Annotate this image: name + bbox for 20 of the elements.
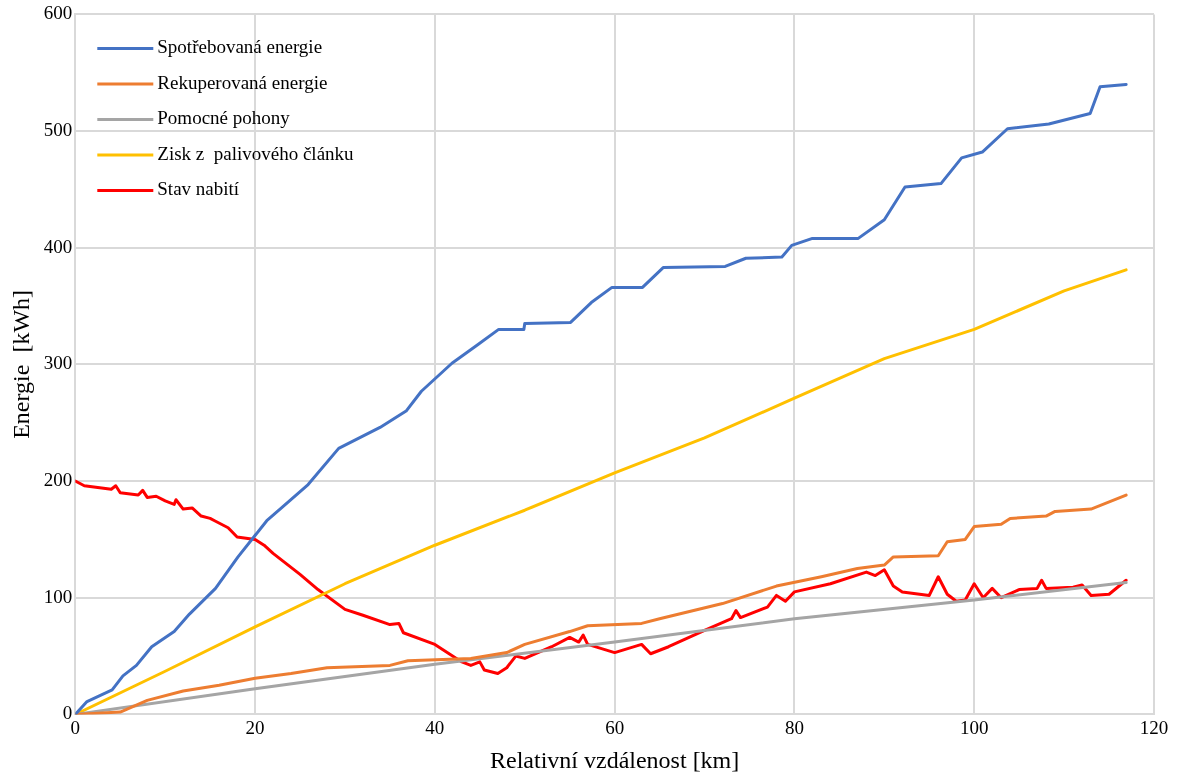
x-tick-label: 20 <box>245 716 265 738</box>
y-tick-label: 100 <box>43 585 73 607</box>
x-tick-label: 60 <box>605 716 625 738</box>
y-tick-label: 0 <box>62 702 73 724</box>
x-tick-label: 80 <box>784 716 804 738</box>
x-tick-label: 100 <box>959 716 989 738</box>
legend-label: Pomocné pohony <box>157 107 291 129</box>
x-tick-label: 40 <box>425 716 445 738</box>
y-tick-label: 500 <box>43 119 73 141</box>
y-tick-label: 400 <box>43 235 73 257</box>
legend-label: Zisk z palivového článku <box>157 142 355 164</box>
y-tick-label: 300 <box>43 352 73 374</box>
x-tick-label: 120 <box>1139 716 1169 738</box>
y-axis-title: Energie [kWh] <box>7 289 34 439</box>
legend-label: Spotřebovaná energie <box>157 36 323 58</box>
y-tick-label: 200 <box>43 469 73 491</box>
legend-label: Stav nabití <box>157 178 240 200</box>
y-tick-label: 600 <box>43 2 73 24</box>
x-axis-title: Relativní vzdálenost [km] <box>490 746 740 773</box>
legend-label: Rekuperovaná energie <box>157 71 328 93</box>
